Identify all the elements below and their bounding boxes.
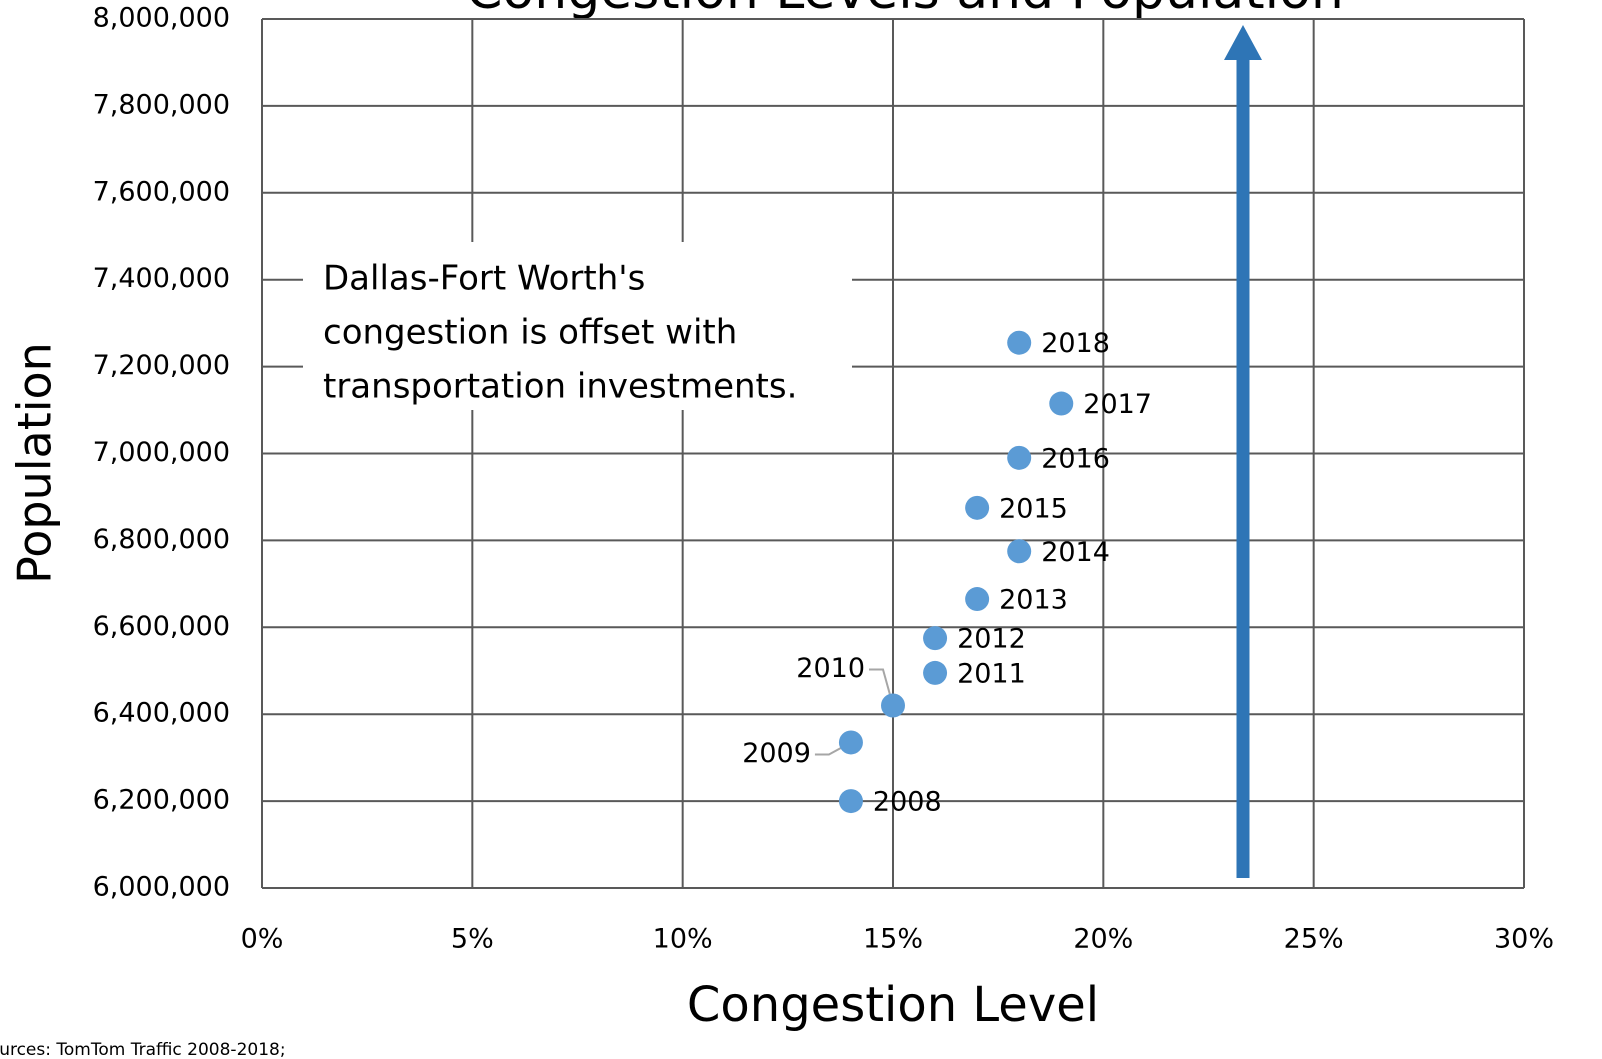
point bbox=[1007, 445, 1032, 470]
y-tick-label: 8,000,000 bbox=[93, 3, 230, 34]
point-label: 2015 bbox=[999, 493, 1068, 524]
point bbox=[1007, 330, 1032, 355]
y-tick-label: 7,200,000 bbox=[93, 350, 230, 381]
annotation-line: congestion is offset with bbox=[323, 313, 737, 353]
grid bbox=[261, 18, 1525, 889]
point-label: 2008 bbox=[873, 787, 942, 818]
point bbox=[838, 730, 863, 755]
y-tick-label: 7,000,000 bbox=[93, 437, 230, 468]
y-tick-label: 6,000,000 bbox=[93, 872, 230, 903]
annotation-line: Dallas-Fort Worth's bbox=[323, 259, 645, 299]
y-axis-title: Population bbox=[8, 342, 62, 584]
point-label: 2017 bbox=[1083, 389, 1152, 420]
x-tick-label: 30% bbox=[1494, 924, 1554, 955]
x-tick-label: 20% bbox=[1073, 924, 1133, 955]
point bbox=[881, 693, 905, 718]
x-tick-label: 0% bbox=[241, 924, 284, 955]
y-tick-label: 6,400,000 bbox=[93, 698, 230, 729]
point bbox=[965, 587, 990, 612]
point bbox=[923, 660, 948, 685]
point bbox=[965, 495, 990, 520]
point-label: 2010 bbox=[796, 653, 865, 684]
point bbox=[1007, 539, 1032, 564]
point-label: 2009 bbox=[742, 738, 811, 769]
point-label: 2013 bbox=[999, 585, 1068, 616]
point-label: 2012 bbox=[957, 624, 1026, 655]
point bbox=[923, 626, 948, 651]
arrow bbox=[1224, 25, 1262, 878]
x-tick-label: 5% bbox=[451, 924, 494, 955]
point-label: 2014 bbox=[1041, 537, 1110, 568]
x-tick-label: 25% bbox=[1284, 924, 1344, 955]
point-label: 2018 bbox=[1041, 328, 1110, 359]
y-tick-label: 6,600,000 bbox=[93, 611, 230, 642]
leader-line bbox=[869, 668, 894, 706]
x-tick-label: 15% bbox=[863, 924, 923, 955]
y-tick-label: 7,400,000 bbox=[93, 263, 230, 294]
y-tick-label: 7,800,000 bbox=[93, 89, 230, 120]
y-tick-label: 7,600,000 bbox=[93, 176, 230, 207]
y-tick-label: 6,200,000 bbox=[93, 785, 230, 816]
y-tick-label: 6,800,000 bbox=[93, 524, 230, 555]
x-tick-label: 10% bbox=[653, 924, 713, 955]
point bbox=[838, 789, 863, 814]
x-axis-title: Congestion Level bbox=[687, 977, 1099, 1033]
annotation: Dallas-Fort Worth's congestion is offset … bbox=[323, 259, 797, 407]
annotation-line: transportation investments. bbox=[323, 367, 797, 407]
chart-title: Congestion Levels and Population bbox=[466, 0, 1344, 21]
point bbox=[1049, 391, 1074, 416]
point-label: 2011 bbox=[957, 658, 1026, 689]
point-label: 2016 bbox=[1041, 443, 1110, 474]
source-note: Sources: TomTom Traffic 2008-2018; bbox=[0, 1040, 286, 1059]
annotation-box bbox=[303, 242, 852, 410]
